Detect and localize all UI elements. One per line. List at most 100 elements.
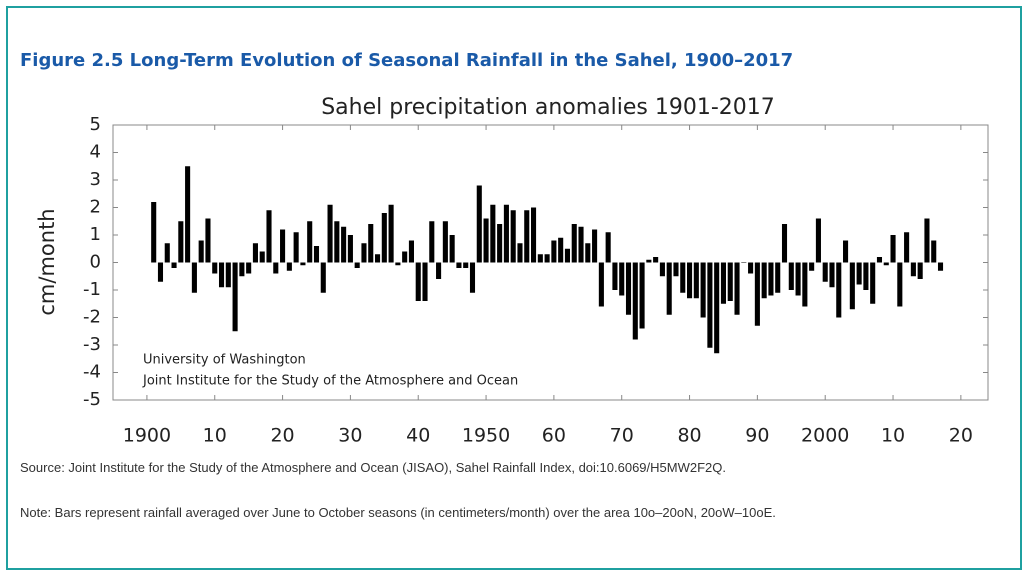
y-tick-label: 2 [90,197,101,218]
bar [354,262,360,268]
bar [517,243,523,263]
x-tick-label: 10 [881,425,905,447]
bar [754,262,760,326]
bar [551,240,557,263]
bar [693,262,699,299]
bar [368,224,374,263]
bar [266,210,272,263]
bar [497,224,503,263]
bar [843,240,849,263]
bar [273,262,279,274]
bar [700,262,706,318]
annotation: Joint Institute for the Study of the Atm… [142,374,518,389]
bar [232,262,238,332]
bar [402,251,408,263]
bar [802,262,808,307]
bar [490,204,496,263]
bar [212,262,218,274]
bar [836,262,842,318]
bar [687,262,693,299]
bar [225,262,231,288]
bar [707,262,713,348]
bar [252,243,258,263]
chart-title: Sahel precipitation anomalies 1901-2017 [321,95,775,120]
y-tick-label: 0 [90,252,101,273]
bar [809,262,815,271]
bar [178,221,184,263]
y-tick-label: -5 [83,389,101,410]
bar [748,262,754,274]
bar [442,221,448,263]
bar [571,224,577,263]
bar [727,262,733,301]
bar [612,262,618,290]
bar [510,210,516,263]
bar [585,243,591,263]
bar [205,218,211,263]
bar [341,226,347,263]
bar [164,243,170,263]
bar [286,262,292,271]
y-tick-label: 4 [90,142,101,163]
y-axis-label: cm/month [35,208,59,315]
bar [300,262,306,266]
bar [456,262,462,268]
bar [788,262,794,290]
x-tick-label: 10 [203,425,227,447]
bar [659,262,665,277]
bar [218,262,225,288]
bar [673,262,679,277]
x-tick-label: 30 [338,425,362,447]
bar [883,262,889,266]
bar [619,262,625,296]
bar [422,262,428,301]
bar [775,262,781,293]
bar [198,240,204,263]
bar [436,262,442,279]
bar [680,262,686,293]
bar [795,262,801,296]
bar [897,262,903,307]
bar [395,262,401,266]
bar [408,240,414,263]
bar [815,218,821,263]
bar [320,262,326,293]
bar [157,262,164,282]
bar [334,221,340,263]
y-tick-label: 5 [90,114,101,135]
bar [429,221,435,263]
bar [876,257,883,263]
source: Source: Joint Institute for the Study of… [20,460,726,475]
bar [714,262,720,354]
bar [592,229,598,263]
bar [259,251,265,263]
bar [544,254,550,263]
bar [476,185,482,263]
bar [415,262,421,301]
bar [822,262,828,282]
bar [558,237,564,263]
bar [646,259,652,263]
bar [639,262,645,329]
bar [246,262,252,274]
bar [524,210,530,263]
figure-title: Figure 2.5 Long-Term Evolution of Season… [20,50,794,71]
bar [910,262,916,277]
y-tick-label: -1 [83,279,101,300]
x-tick-label: 70 [610,425,634,447]
y-tick-label: -4 [83,362,101,383]
y-tick-label: -3 [83,334,101,355]
bar [537,254,543,263]
x-tick-label: 40 [406,425,430,447]
bar [761,262,767,299]
bar [598,262,604,307]
bar [151,202,157,263]
bar [863,262,869,290]
bar [904,232,910,263]
bar [625,262,632,315]
y-tick-label: -2 [83,307,101,328]
x-tick-label: 2000 [801,425,849,447]
bar [483,218,489,263]
bar [463,262,469,268]
